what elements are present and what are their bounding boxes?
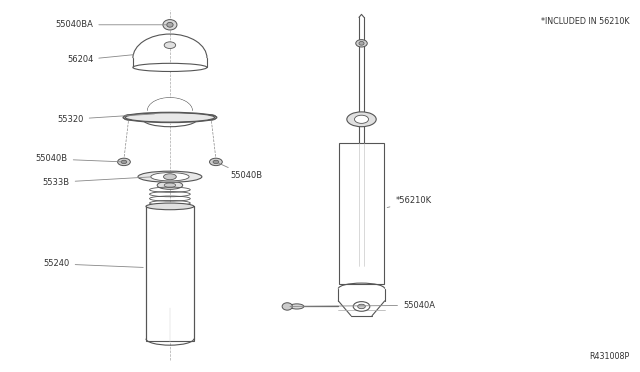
Ellipse shape (151, 173, 189, 181)
Ellipse shape (118, 158, 131, 166)
Ellipse shape (358, 304, 365, 309)
Ellipse shape (163, 20, 177, 30)
Ellipse shape (213, 160, 219, 164)
Ellipse shape (347, 112, 376, 127)
Ellipse shape (164, 174, 176, 180)
Ellipse shape (121, 160, 127, 164)
Ellipse shape (209, 158, 222, 166)
Text: 55040B: 55040B (36, 154, 121, 163)
Text: R431008P: R431008P (589, 352, 630, 361)
Text: 5533B: 5533B (42, 177, 151, 187)
Ellipse shape (356, 39, 367, 47)
Text: 55040B: 55040B (218, 163, 262, 180)
Ellipse shape (138, 171, 202, 182)
Ellipse shape (148, 98, 192, 124)
Ellipse shape (167, 22, 173, 27)
Bar (339, 143, 385, 284)
Ellipse shape (124, 115, 133, 120)
Text: 55040A: 55040A (290, 301, 435, 310)
Bar (214, 10, 387, 360)
Text: 56204: 56204 (67, 55, 133, 64)
Text: 55040BA: 55040BA (56, 20, 167, 29)
Text: *INCLUDED IN 56210K: *INCLUDED IN 56210K (541, 17, 630, 26)
Ellipse shape (207, 115, 216, 120)
Ellipse shape (157, 181, 182, 189)
Text: *56210K: *56210K (387, 196, 431, 208)
Ellipse shape (133, 63, 207, 71)
Ellipse shape (133, 34, 207, 82)
Ellipse shape (282, 303, 292, 310)
Ellipse shape (161, 105, 179, 112)
Ellipse shape (164, 42, 175, 48)
Bar (146, 206, 194, 341)
Ellipse shape (164, 183, 175, 187)
Ellipse shape (359, 41, 364, 45)
Text: 55320: 55320 (58, 114, 154, 124)
Ellipse shape (146, 203, 194, 210)
Ellipse shape (355, 115, 369, 124)
Text: 55240: 55240 (44, 259, 143, 268)
Ellipse shape (290, 304, 304, 309)
Ellipse shape (125, 113, 214, 122)
Ellipse shape (353, 302, 370, 311)
